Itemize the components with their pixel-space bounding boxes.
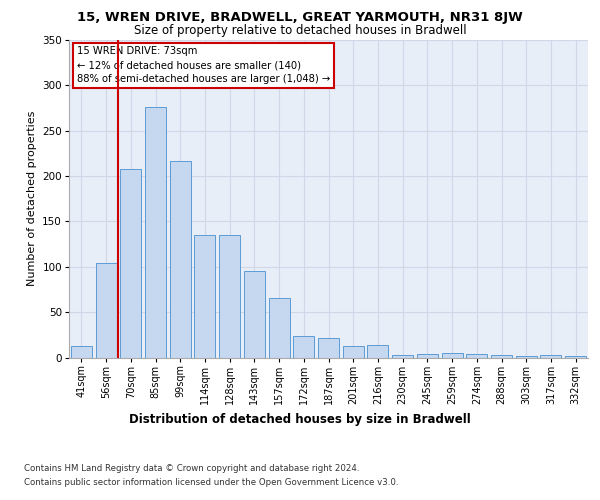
Bar xyxy=(343,346,364,358)
Bar xyxy=(318,338,339,357)
Bar xyxy=(244,272,265,358)
Y-axis label: Number of detached properties: Number of detached properties xyxy=(27,111,37,286)
Bar xyxy=(565,356,586,358)
Bar xyxy=(466,354,487,358)
Bar xyxy=(95,263,116,358)
Bar xyxy=(491,355,512,358)
Text: Contains public sector information licensed under the Open Government Licence v3: Contains public sector information licen… xyxy=(24,478,398,487)
Bar xyxy=(71,346,92,358)
Bar xyxy=(367,345,388,358)
Bar xyxy=(442,353,463,358)
Bar xyxy=(170,160,191,358)
Bar xyxy=(417,354,438,358)
Bar xyxy=(541,355,562,358)
Bar xyxy=(219,235,240,358)
Bar xyxy=(392,355,413,358)
Text: 15 WREN DRIVE: 73sqm
← 12% of detached houses are smaller (140)
88% of semi-deta: 15 WREN DRIVE: 73sqm ← 12% of detached h… xyxy=(77,46,330,84)
Bar xyxy=(293,336,314,357)
Text: Contains HM Land Registry data © Crown copyright and database right 2024.: Contains HM Land Registry data © Crown c… xyxy=(24,464,359,473)
Bar xyxy=(516,356,537,358)
Text: Distribution of detached houses by size in Bradwell: Distribution of detached houses by size … xyxy=(129,412,471,426)
Text: Size of property relative to detached houses in Bradwell: Size of property relative to detached ho… xyxy=(134,24,466,37)
Text: 15, WREN DRIVE, BRADWELL, GREAT YARMOUTH, NR31 8JW: 15, WREN DRIVE, BRADWELL, GREAT YARMOUTH… xyxy=(77,11,523,24)
Bar xyxy=(269,298,290,358)
Bar xyxy=(194,235,215,358)
Bar xyxy=(145,107,166,358)
Bar xyxy=(120,169,141,358)
